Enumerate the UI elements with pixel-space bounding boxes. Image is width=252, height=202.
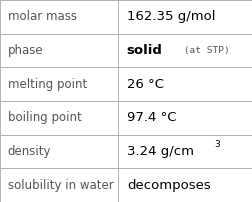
Text: solid: solid [127,44,163,57]
Text: 162.35 g/mol: 162.35 g/mol [127,10,215,23]
Text: boiling point: boiling point [8,111,81,124]
Text: phase: phase [8,44,43,57]
Text: solubility in water: solubility in water [8,179,113,192]
Text: decomposes: decomposes [127,179,210,192]
Text: (at STP): (at STP) [178,46,230,55]
Text: molar mass: molar mass [8,10,77,23]
Text: 3.24 g/cm: 3.24 g/cm [127,145,194,158]
Text: 97.4 °C: 97.4 °C [127,111,176,124]
Text: 3: 3 [214,140,220,149]
Text: 26 °C: 26 °C [127,78,164,91]
Text: density: density [8,145,51,158]
Text: melting point: melting point [8,78,87,91]
